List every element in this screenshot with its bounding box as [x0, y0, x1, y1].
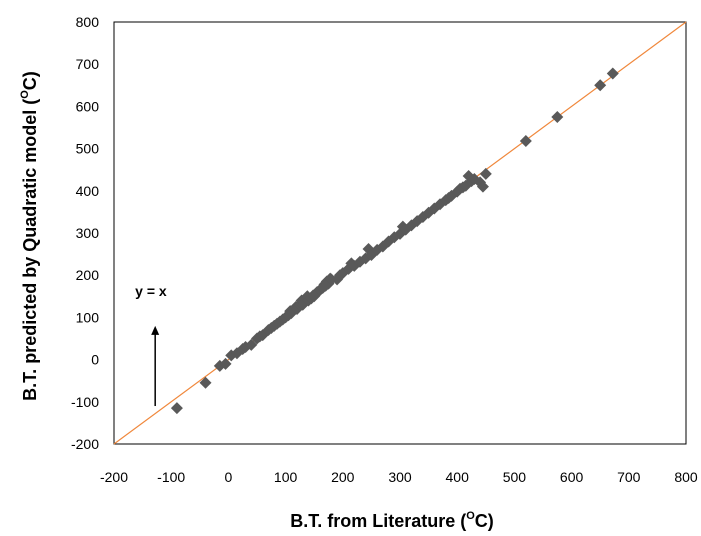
y-tick-label: 200: [76, 267, 100, 283]
x-tick-label: -200: [100, 469, 128, 485]
x-axis-title-degree: O: [466, 510, 475, 522]
annotation-arrow: [151, 325, 160, 407]
data-point: [479, 167, 492, 180]
y-tick-label: 300: [76, 225, 100, 241]
data-point: [476, 180, 489, 193]
annotation-arrow-head: [151, 325, 160, 335]
y-tick-label: 700: [76, 56, 100, 72]
y-axis-title-degree: O: [19, 90, 31, 99]
data-point: [170, 402, 183, 415]
x-tick-label: 200: [331, 469, 355, 485]
y-axis-title: B.T. predicted by Quadratic model (OC): [19, 71, 40, 401]
data-point: [199, 376, 212, 389]
y-tick-label: -200: [71, 436, 99, 452]
x-tick-label: 100: [274, 469, 298, 485]
x-tick-label: 700: [617, 469, 641, 485]
y-tick-label: 400: [76, 183, 100, 199]
x-tick-label: 300: [388, 469, 412, 485]
y-axis-title-main: B.T. predicted by Quadratic model (: [20, 99, 40, 401]
data-point: [245, 338, 258, 351]
data-point: [594, 79, 607, 92]
x-axis-title-unit: C): [475, 511, 494, 531]
x-tick-label: 600: [560, 469, 584, 485]
x-tick-label: 500: [503, 469, 527, 485]
x-tick-label: 0: [225, 469, 233, 485]
x-tick-label: 800: [674, 469, 698, 485]
x-axis-title-main: B.T. from Literature (: [290, 511, 466, 531]
y-tick-label: 0: [91, 352, 99, 368]
y-axis-title-unit: C): [20, 71, 40, 90]
data-points: [170, 67, 619, 415]
y-equals-x-label: y = x: [135, 283, 167, 299]
x-axis-title: B.T. from Literature (OC): [290, 510, 494, 531]
y-tick-label: 500: [76, 141, 100, 157]
data-point: [551, 110, 564, 123]
y-tick-label: 800: [76, 14, 100, 30]
data-point: [219, 357, 232, 370]
y-tick-label: 100: [76, 309, 100, 325]
x-tick-label: 400: [446, 469, 470, 485]
x-tick-label: -100: [157, 469, 185, 485]
y-tick-labels: -200 -100 0 100 200 300 400 500 600 700 800: [71, 14, 99, 452]
data-point: [519, 135, 532, 148]
data-point: [606, 67, 619, 80]
y-tick-label: 600: [76, 98, 100, 114]
x-tick-labels: -200 -100 0 100 200 300 400 500 600 700 800: [100, 469, 698, 485]
y-tick-label: -100: [71, 394, 99, 410]
